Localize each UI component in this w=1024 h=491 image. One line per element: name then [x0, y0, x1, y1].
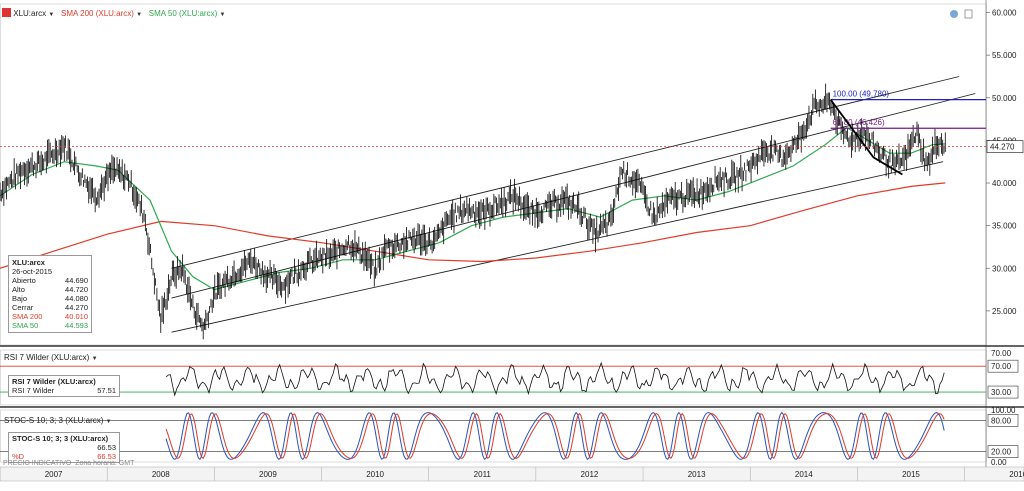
price-bars: [0, 83, 946, 340]
y-tick-label: 40.000: [992, 179, 1017, 188]
stoch-d-line: [165, 412, 945, 460]
zoom-icon: [950, 10, 958, 18]
rsi-box-title: RSI 7 Wilder (XLU:arcx): [12, 377, 96, 386]
app-logo-icon: [2, 8, 11, 17]
x-tick-label-2008: 2008: [152, 470, 170, 479]
y-tick-label: 35.000: [992, 222, 1017, 231]
fib-label: 61.80 (46.426): [833, 118, 885, 127]
stoch-k-line: [165, 411, 945, 461]
stoch-tick-box: [987, 414, 1019, 427]
panel-icon: [964, 9, 973, 19]
last-price-label: 44.270: [990, 143, 1015, 152]
y-tick-label: 30.000: [992, 264, 1017, 273]
symbol-label[interactable]: XLU:arcx: [13, 9, 47, 18]
rsi-tick-label: 70.00: [991, 362, 1012, 371]
rsi-tick-label: 30.00: [991, 388, 1012, 397]
infobox-row: Bajo 44.080: [12, 294, 88, 303]
x-tick-label-2009: 2009: [259, 470, 277, 479]
rsi-tick-box: [987, 385, 1019, 399]
x-tick-label-2007: 2007: [45, 470, 63, 479]
channel-line: [171, 161, 944, 333]
infobox-row: Alto 44.720: [12, 285, 88, 294]
x-tick-label-2010: 2010: [366, 470, 384, 479]
stoch-infobox: STOC-S 10; 3; 3 (XLU:arcx) 66.53 %D 66.53: [8, 432, 120, 463]
stoch-tick-label: 80.00: [991, 416, 1012, 425]
x-tick-label-2013: 2013: [688, 470, 706, 479]
rsi-top-tick-label: 70.00: [991, 349, 1012, 358]
rsi-dropdown-icon[interactable]: ▼: [91, 356, 98, 362]
infobox-row: Abierto 44.690: [12, 276, 88, 285]
sma200-label[interactable]: SMA 200 (XLU:arcx): [61, 9, 134, 18]
stoch-box-row: %D 66.53: [12, 452, 116, 461]
stoch-tick-label: 100.00: [991, 406, 1016, 415]
sma50-label[interactable]: SMA 50 (XLU:arcx): [148, 9, 218, 18]
infobox-row: SMA 50 44.593: [12, 321, 88, 330]
y-tick-label: 60.000: [992, 9, 1017, 18]
sma50-dropdown-icon[interactable]: ▼: [219, 12, 226, 18]
y-tick-label: 25.000: [992, 307, 1017, 316]
main-panel: [0, 3, 987, 346]
rsi-header[interactable]: RSI 7 Wilder (XLU:arcx) ▼: [4, 353, 98, 362]
infobox-row: SMA 200 40.010: [12, 312, 88, 321]
stoch-tick-label: 20.00: [991, 448, 1012, 457]
fib-label: 100.00 (49.780): [833, 90, 890, 99]
stoch-tick-label: 0.00: [991, 458, 1007, 467]
sma200-dropdown-icon[interactable]: ▼: [136, 12, 143, 18]
y-tick-label: 50.000: [992, 94, 1017, 103]
stoch-box-row: 66.53: [97, 443, 116, 452]
x-tick-label-2012: 2012: [581, 470, 599, 479]
x-tick-label-2011: 2011: [474, 470, 492, 479]
x-tick-label-2015: 2015: [902, 470, 920, 479]
swing-line: [829, 99, 903, 176]
rsi-panel: [0, 349, 987, 406]
sma50-line: [0, 126, 946, 291]
x-tick-label-2014: 2014: [795, 470, 813, 479]
stoch-dropdown-icon[interactable]: ▼: [105, 419, 112, 425]
x-axis-bar: [0, 466, 1024, 482]
infobox-date: 26-oct-2015: [12, 267, 53, 276]
sma200-line: [0, 182, 946, 269]
y-tick-label: 55.000: [992, 51, 1017, 60]
infobox-row: Cerrar 44.270: [12, 303, 88, 312]
last-price-tag: [986, 140, 1024, 153]
infobox-title: XLU:arcx: [12, 258, 45, 267]
rsi-tick-box: [987, 359, 1019, 373]
rsi-box-row: RSI 7 Wilder 57.51: [12, 386, 116, 395]
stoch-tick-box: [987, 445, 1019, 458]
channel-line: [171, 76, 960, 269]
main-header: XLU:arcx ▼ SMA 200 (XLU:arcx) ▼ SMA 50 (…: [2, 8, 225, 18]
symbol-dropdown-icon[interactable]: ▼: [48, 12, 55, 18]
stoch-box-title: STOC-S 10; 3; 3 (XLU:arcx): [12, 434, 109, 443]
footer-disclaimer: PRECIO INDICATIVO Zona horaria: GMT: [3, 460, 135, 467]
rsi-infobox: RSI 7 Wilder (XLU:arcx) RSI 7 Wilder 57.5…: [8, 375, 120, 397]
price-infobox: XLU:arcx 26-oct-2015 Abierto 44.690 Alto 4…: [8, 255, 92, 333]
stoch-header[interactable]: STOC-S 10; 3; 3 (XLU:arcx) ▼: [4, 416, 112, 425]
rsi-line: [165, 361, 945, 397]
